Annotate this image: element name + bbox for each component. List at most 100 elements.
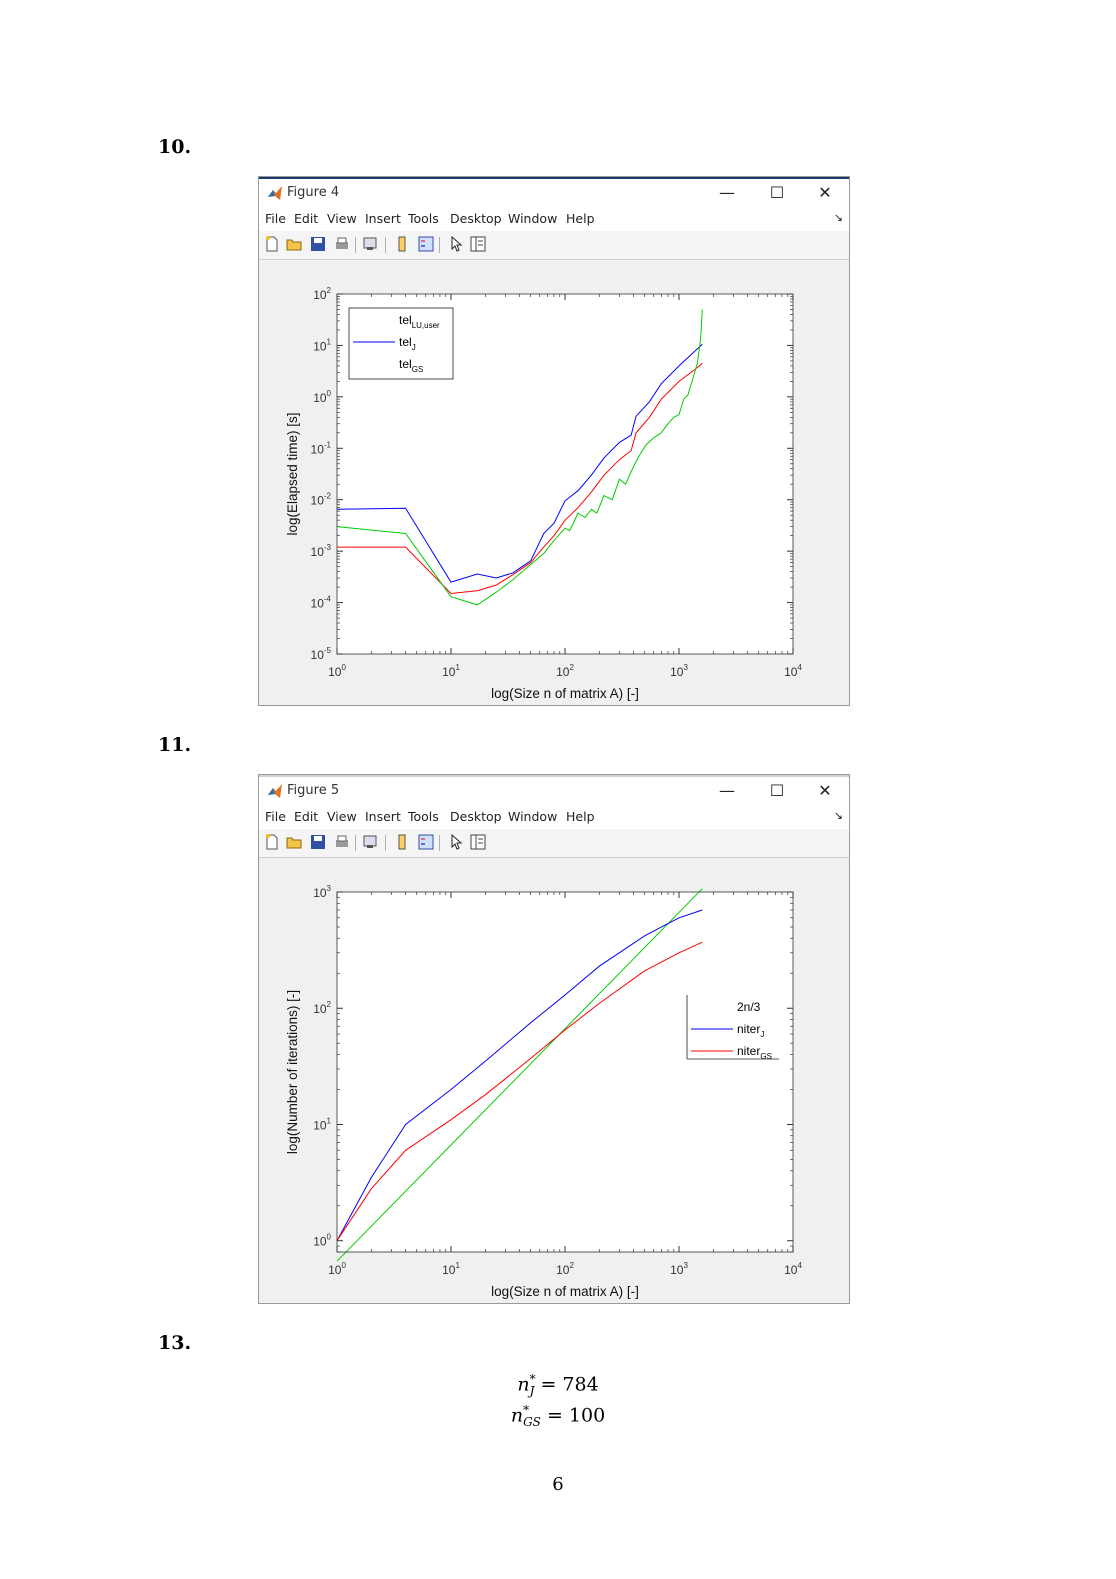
x-tick-label: 104 bbox=[784, 1261, 802, 1277]
series-line-GS bbox=[337, 362, 703, 595]
legend-entry: telGS bbox=[399, 357, 423, 374]
result-value: = 784 bbox=[540, 1373, 599, 1396]
window-title: Figure 5 bbox=[287, 783, 340, 798]
menu-view[interactable]: View bbox=[327, 211, 357, 226]
close-button[interactable]: ✕ bbox=[818, 183, 832, 202]
y-tick-label: 101 bbox=[313, 1116, 331, 1132]
figure-window-4: Figure 4 — ☐ ✕ File Edit View Insert Too… bbox=[258, 176, 850, 706]
menu-window[interactable]: Window bbox=[508, 809, 558, 824]
legend: telLU,user telJ telGS bbox=[348, 307, 454, 380]
menu-edit[interactable]: Edit bbox=[294, 809, 319, 824]
y-tick-label: 103 bbox=[313, 884, 331, 900]
property-inspector-icon[interactable] bbox=[469, 235, 487, 253]
page-number: 6 bbox=[552, 1474, 564, 1495]
print-icon[interactable] bbox=[333, 833, 351, 851]
menu-tools[interactable]: Tools bbox=[408, 211, 439, 226]
x-tick-label: 100 bbox=[328, 663, 346, 679]
menu-desktop[interactable]: Desktop bbox=[450, 211, 502, 226]
menu-tools[interactable]: Tools bbox=[408, 809, 439, 824]
maximize-button[interactable]: ☐ bbox=[769, 781, 785, 800]
print-icon[interactable] bbox=[333, 235, 351, 253]
legend-icon[interactable] bbox=[417, 833, 435, 851]
y-tick-label: 10-4 bbox=[311, 595, 332, 611]
x-axis-label: log(Size n of matrix A) [-] bbox=[491, 686, 639, 701]
link-plot-icon[interactable] bbox=[361, 833, 379, 851]
x-axis-label: log(Size n of matrix A) [-] bbox=[491, 1284, 639, 1299]
result-sub: GS bbox=[523, 1415, 541, 1430]
x-tick-label: 101 bbox=[442, 663, 460, 679]
legend-entry: telLU,user bbox=[399, 313, 440, 330]
menu-window[interactable]: Window bbox=[508, 211, 558, 226]
matlab-icon bbox=[268, 186, 282, 200]
x-tick-label: 103 bbox=[670, 663, 688, 679]
save-icon[interactable] bbox=[309, 833, 327, 851]
matlab-icon bbox=[268, 784, 282, 798]
legend-entry: niterGS bbox=[737, 1044, 772, 1061]
x-tick-label: 101 bbox=[442, 1261, 460, 1277]
legend-icon[interactable] bbox=[417, 235, 435, 253]
menu-help[interactable]: Help bbox=[566, 211, 595, 226]
property-inspector-icon[interactable] bbox=[469, 833, 487, 851]
axes-frame bbox=[336, 891, 794, 1253]
y-axis-label: log(Number of iterations) [-] bbox=[285, 990, 300, 1154]
section-number-11: 11. bbox=[158, 734, 192, 756]
new-figure-icon[interactable] bbox=[263, 833, 281, 851]
menu-bar: File Edit View Insert Tools Desktop Wind… bbox=[259, 207, 849, 231]
series-line-J bbox=[336, 909, 703, 1241]
plot-area: 100 101 102 103 104 10-5 10-4 10-3 10-2 10-1 100 10… bbox=[259, 260, 849, 705]
x-tick-label: 100 bbox=[328, 1261, 346, 1277]
menu-insert[interactable]: Insert bbox=[365, 211, 401, 226]
menu-desktop[interactable]: Desktop bbox=[450, 809, 502, 824]
y-tick-label: 10-2 bbox=[311, 492, 332, 508]
title-bar: Figure 4 — ☐ ✕ bbox=[259, 177, 849, 207]
menu-edit[interactable]: Edit bbox=[294, 211, 319, 226]
colorbar-icon[interactable] bbox=[393, 833, 411, 851]
new-figure-icon[interactable] bbox=[263, 235, 281, 253]
series-line-2n/3 bbox=[336, 888, 703, 1262]
maximize-button[interactable]: ☐ bbox=[769, 183, 785, 202]
pointer-icon[interactable] bbox=[447, 833, 465, 851]
result-var: n bbox=[517, 1373, 530, 1396]
legend-entry: niterJ bbox=[737, 1022, 764, 1039]
menu-file[interactable]: File bbox=[265, 809, 286, 824]
section-number-13: 13. bbox=[158, 1332, 192, 1354]
iterations-chart: 100 101 102 103 104 100 101 102 103 log(Size n of… bbox=[285, 884, 802, 1299]
dock-arrow-icon[interactable]: ↘ bbox=[833, 211, 843, 224]
open-file-icon[interactable] bbox=[285, 833, 303, 851]
colorbar-icon[interactable] bbox=[393, 235, 411, 253]
series-line-J bbox=[336, 343, 703, 583]
result-sup: * bbox=[523, 1403, 530, 1417]
dock-arrow-icon[interactable]: ↘ bbox=[833, 809, 843, 822]
y-tick-label: 102 bbox=[313, 286, 331, 302]
y-tick-label: 102 bbox=[313, 1000, 331, 1016]
title-bar: Figure 5 — ☐ ✕ bbox=[259, 775, 849, 805]
result-nGS: n*GS = 100 bbox=[0, 1403, 1116, 1429]
menu-help[interactable]: Help bbox=[566, 809, 595, 824]
elapsed-time-chart: 100 101 102 103 104 10-5 10-4 10-3 10-2 10-1 100 10… bbox=[285, 286, 802, 701]
section-number-10: 10. bbox=[158, 136, 192, 158]
y-tick-label: 100 bbox=[313, 1233, 331, 1249]
x-tick-label: 102 bbox=[556, 1261, 574, 1277]
minimize-button[interactable]: — bbox=[719, 781, 735, 800]
menu-view[interactable]: View bbox=[327, 809, 357, 824]
series-line-LU bbox=[336, 309, 703, 606]
plot-area: 100 101 102 103 104 100 101 102 103 log(Size n of… bbox=[259, 858, 849, 1303]
legend: 2n/3 niterJ niterGS bbox=[686, 995, 779, 1061]
result-value: = 100 bbox=[546, 1404, 606, 1427]
close-button[interactable]: ✕ bbox=[818, 781, 832, 800]
toolbar bbox=[259, 829, 849, 858]
legend-entry: telJ bbox=[399, 335, 416, 352]
result-nJ: n*J = 784 bbox=[0, 1372, 1116, 1398]
save-icon[interactable] bbox=[309, 235, 327, 253]
menu-file[interactable]: File bbox=[265, 211, 286, 226]
open-file-icon[interactable] bbox=[285, 235, 303, 253]
pointer-icon[interactable] bbox=[447, 235, 465, 253]
link-plot-icon[interactable] bbox=[361, 235, 379, 253]
axes-background bbox=[337, 892, 793, 1252]
y-tick-label: 10-1 bbox=[311, 440, 332, 456]
x-tick-label: 102 bbox=[556, 663, 574, 679]
menu-bar: File Edit View Insert Tools Desktop Wind… bbox=[259, 805, 849, 829]
minimize-button[interactable]: — bbox=[719, 183, 735, 202]
menu-insert[interactable]: Insert bbox=[365, 809, 401, 824]
x-tick-label: 103 bbox=[670, 1261, 688, 1277]
